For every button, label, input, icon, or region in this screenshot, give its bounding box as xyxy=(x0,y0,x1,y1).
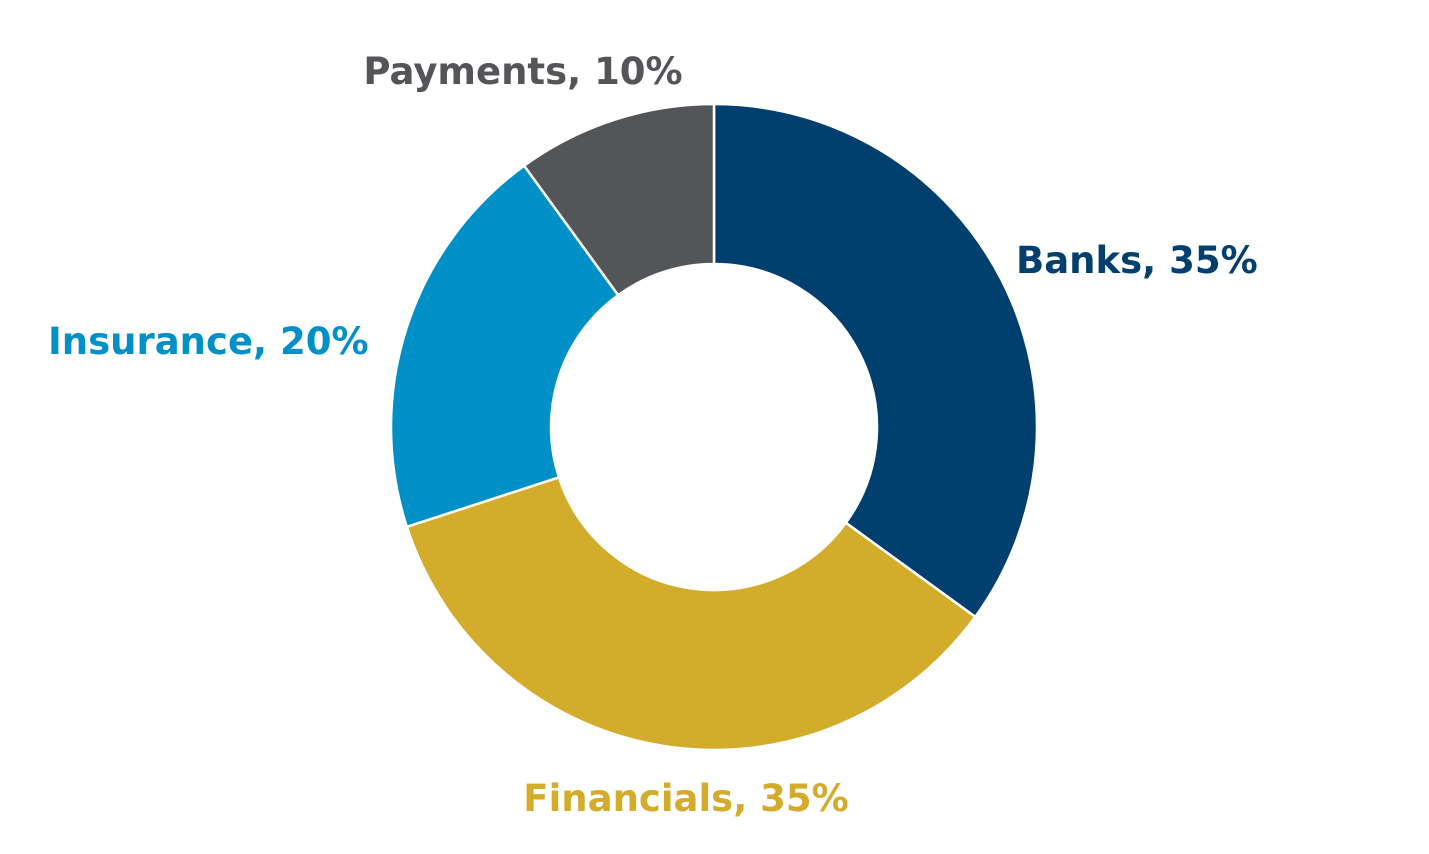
label-insurance: Insurance, 20% xyxy=(48,320,369,363)
label-financials: Financials, 35% xyxy=(523,777,848,820)
slice-banks xyxy=(712,102,1039,619)
donut-slices xyxy=(389,102,1039,752)
label-banks: Banks, 35% xyxy=(1016,239,1258,282)
slice-payments xyxy=(522,102,716,297)
label-payments: Payments, 10% xyxy=(363,50,682,93)
slice-insurance xyxy=(389,164,620,529)
slice-financials xyxy=(405,476,977,752)
